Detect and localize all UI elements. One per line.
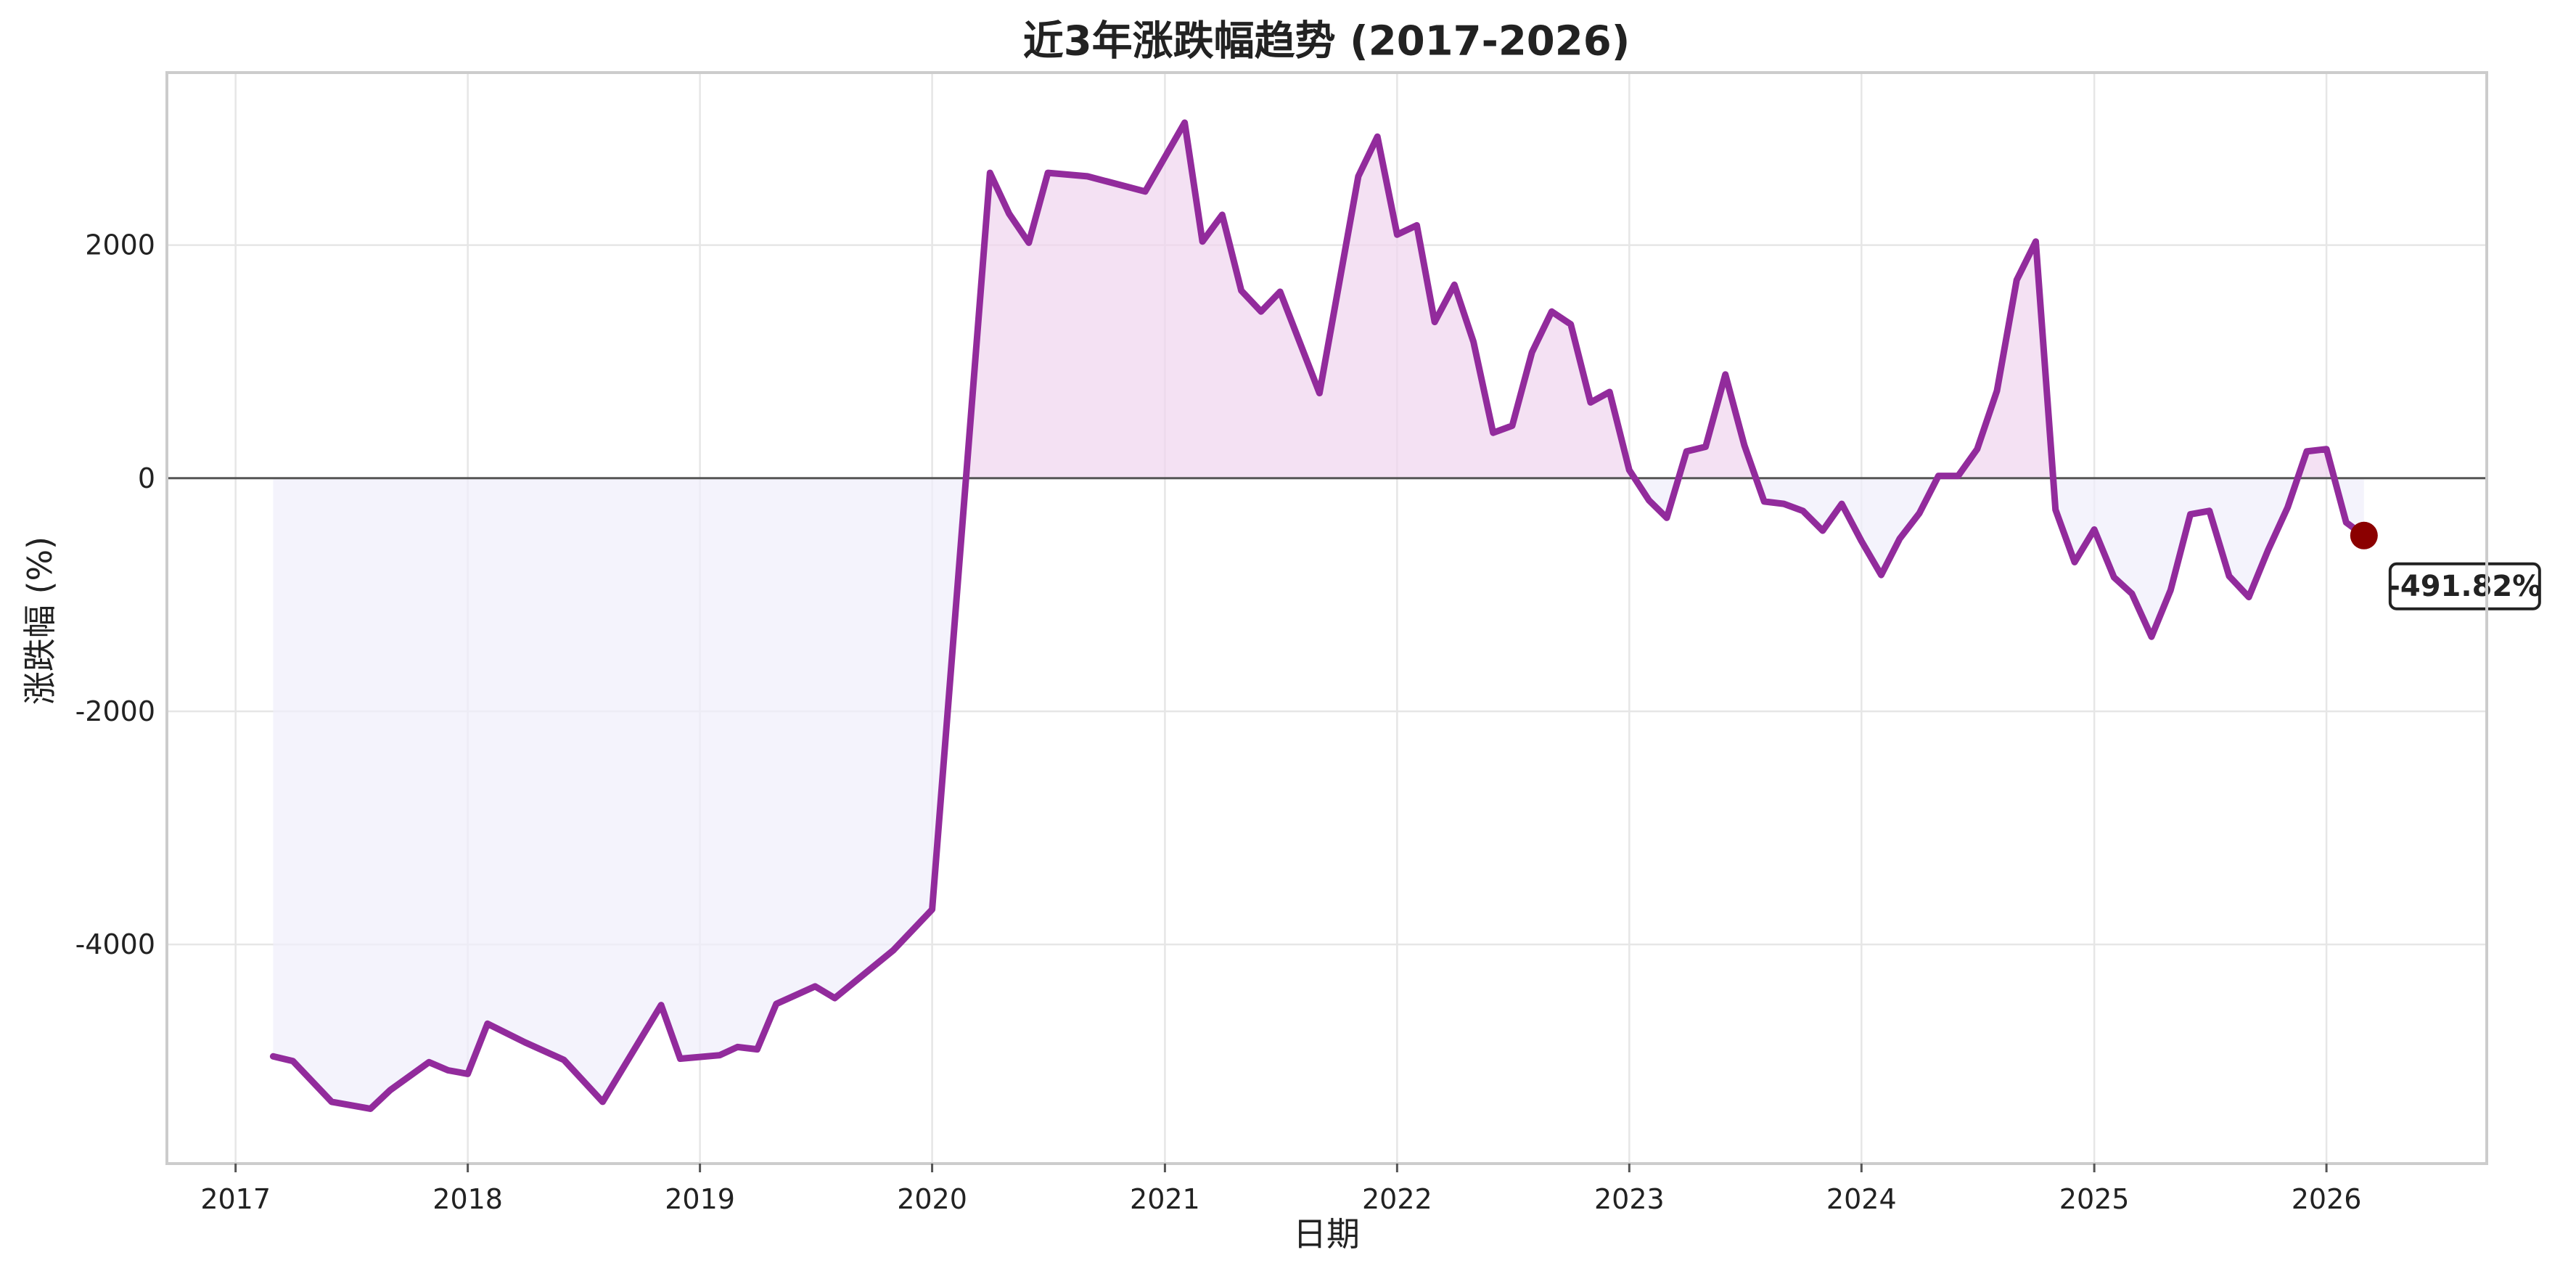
chart-title: 近3年涨跌幅趋势 (2017-2026) — [1023, 18, 1630, 65]
area-fill — [273, 123, 2364, 1109]
x-tick-label: 2024 — [1826, 1183, 1897, 1215]
x-tick-label: 2022 — [1362, 1183, 1432, 1215]
x-tick-label: 2021 — [1130, 1183, 1200, 1215]
annotation-box — [2388, 562, 2541, 610]
x-tick-label: 2019 — [665, 1183, 735, 1215]
annotation-label: -491.82% — [2388, 570, 2541, 603]
last-point-marker — [2350, 521, 2378, 549]
last-point-annotation: -491.82% — [2388, 562, 2541, 610]
y-tick-label: 2000 — [85, 229, 155, 261]
y-tick-labels: -4000 -2000 0 2000 — [75, 229, 155, 960]
y-tick-label: -2000 — [75, 695, 155, 727]
series-line — [269, 119, 2368, 1112]
positive-area-fill — [273, 123, 2364, 478]
x-tick-label: 2026 — [2292, 1183, 2362, 1215]
x-tick-label: 2020 — [897, 1183, 967, 1215]
y-axis-label: 涨跌幅 (%) — [20, 536, 60, 705]
y-tick-label: -4000 — [75, 928, 155, 960]
x-tick-label: 2025 — [2059, 1183, 2130, 1215]
y-tick-label: 0 — [138, 462, 155, 494]
x-tick-labels: 2017 2018 2019 2020 2021 2022 2023 2024 2025 2026 — [200, 1164, 2361, 1215]
x-tick-label: 2017 — [200, 1183, 271, 1215]
x-tick-label: 2023 — [1594, 1183, 1665, 1215]
x-tick-label: 2018 — [432, 1183, 503, 1215]
x-axis-label: 日期 — [1293, 1214, 1360, 1254]
negative-area-fill — [273, 478, 2364, 1109]
plot-frame — [165, 71, 2488, 1165]
